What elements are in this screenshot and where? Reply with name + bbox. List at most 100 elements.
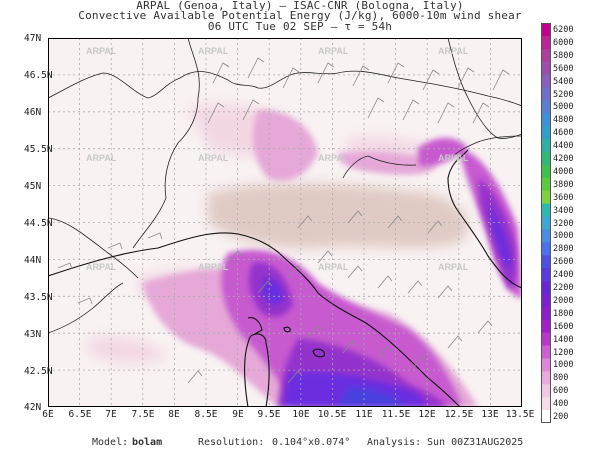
lon-label: 9.5E [257,409,281,420]
watermark-label: ARPAL [438,153,469,163]
watermark-label: ARPAL [438,262,469,272]
colorbar-swatch [541,345,551,359]
lat-label: 45.5N [24,144,53,155]
colorbar-swatch [541,48,551,63]
watermark-label: ARPAL [318,262,349,272]
title-line-2: Convective Available Potential Energy (J… [78,9,522,22]
colorbar-tick-label: 2800 [553,244,574,255]
model-value: bolam [132,437,163,448]
lon-label: 7E [105,409,117,420]
lon-label: 12E [418,409,436,420]
colorbar-swatch [541,177,551,192]
colorbar-tick-label: 1400 [553,334,574,345]
watermark-label: ARPAL [318,153,349,163]
colorbar-tick-label: 800 [553,373,569,384]
watermark-label: ARPAL [198,262,229,272]
colorbar-swatch [541,397,551,411]
colorbar-tick-label: 3200 [553,218,574,229]
colorbar-tick-label: 600 [553,386,569,397]
colorbar-tick-label: 3600 [553,192,574,203]
colorbar-swatch [541,203,551,218]
lon-label: 13.5E [505,409,535,420]
coastlines [48,149,522,407]
colorbar-swatch [541,255,551,269]
colorbar-swatch [541,384,551,398]
lon-label: 11E [355,409,373,420]
colorbar-tick-label: 4400 [553,141,574,152]
watermarks: ARPAL ARPAL ARPAL ARPAL ARPAL ARPAL ARPA… [86,46,469,272]
graticule [48,38,522,407]
colorbar-tick-label: 3800 [553,179,574,190]
colorbar-swatch [541,126,551,140]
colorbar-swatch [541,87,551,101]
watermark-label: ARPAL [86,153,117,163]
colorbar-tick-label: 5800 [553,50,574,61]
colorbar-swatch [541,332,551,347]
colorbar [541,23,551,423]
colorbar-swatch [541,242,551,256]
lat-label: 43.5N [24,292,53,303]
colorbar-tick-label: 400 [553,399,569,410]
lat-label: 44N [24,255,42,266]
analysis-value: Sun 00Z31AUG2025 [427,437,524,448]
lon-label: 13E [481,409,499,420]
colorbar-tick-label: 1200 [553,347,574,358]
colorbar-tick-label: 5000 [553,102,574,113]
lat-label: 44.5N [24,218,53,229]
colorbar-swatch [541,306,551,321]
lat-label: 47N [24,33,42,44]
title-line-3: 06 UTC Tue 02 SEP – τ = 54h [207,20,393,33]
lon-label: 10E [292,409,310,420]
colorbar-swatch [541,35,551,50]
colorbar-tick-label: 1600 [553,321,574,332]
colorbar-tick-label: 5400 [553,76,574,87]
lat-label: 42.5N [24,366,53,377]
lon-label: 9E [232,409,244,420]
colorbar-swatch [541,371,551,385]
lon-label: 11.5E [381,409,411,420]
lon-label: 8E [168,409,180,420]
lon-label: 12.5E [444,409,474,420]
colorbar-tick-label: 5600 [553,63,574,74]
watermark-label: ARPAL [198,153,229,163]
colorbar-swatch [541,268,551,282]
watermark-label: ARPAL [318,46,349,56]
colorbar-swatch [541,216,551,230]
colorbar-tick-label: 4000 [553,166,574,177]
colorbar-swatch [541,113,551,127]
watermark-label: ARPAL [86,46,117,56]
colorbar-swatch [541,293,551,308]
colorbar-tick-label: 1000 [553,360,574,371]
colorbar-tick-label: 2000 [553,295,574,306]
lon-label: 10.5E [317,409,347,420]
colorbar-tick-label: 1800 [553,308,574,319]
lon-label: 6E [42,409,54,420]
watermark-label: ARPAL [86,262,117,272]
resolution-value: 0.104°x0.074° [272,437,351,448]
lon-label: 7.5E [131,409,155,420]
wind-barbs [57,57,510,384]
title-line-1: ARPAL (Genoa, Italy) — ISAC-CNR (Bologna… [136,0,464,12]
colorbar-tick-label: 6200 [553,25,574,35]
colorbar-tick-label: 6000 [553,37,574,48]
analysis-label: Analysis: [367,437,422,448]
lat-label: 45N [24,181,42,192]
resolution-label: Resolution: [198,437,265,448]
colorbar-swatch [541,74,551,89]
lat-label: 46N [24,107,42,118]
colorbar-tick-label: 2200 [553,283,574,294]
watermark-label: ARPAL [438,46,469,56]
colorbar-swatch [541,100,551,114]
colorbar-tick-label: 3400 [553,205,574,216]
colorbar-swatch [541,139,551,153]
lon-label: 8.5E [194,409,218,420]
colorbar-tick-label: 5200 [553,89,574,100]
colorbar-tick-label: 2400 [553,270,574,281]
watermark-label: ARPAL [198,46,229,56]
lat-label: 43N [24,329,42,340]
lat-label: 42N [24,402,42,413]
lon-label: 6.5E [68,409,92,420]
colorbar-tick-label: 4800 [553,115,574,126]
colorbar-swatch [541,358,551,372]
colorbar-swatch [541,281,551,295]
